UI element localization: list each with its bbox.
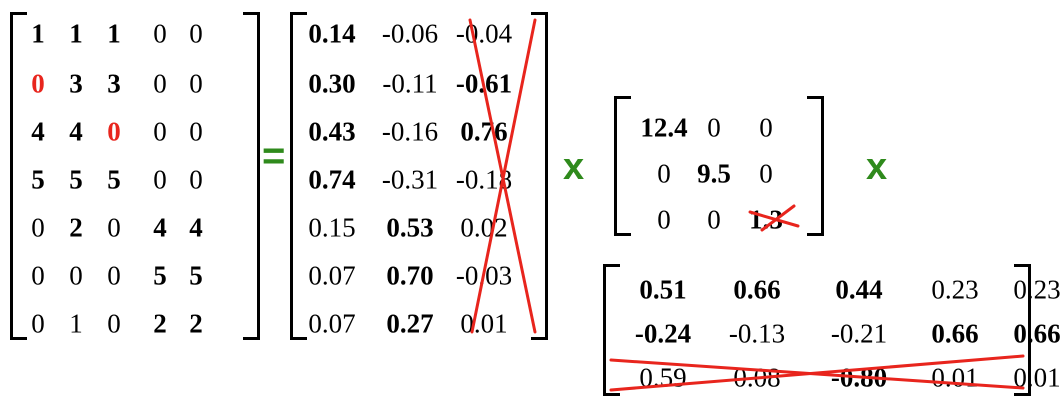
matrix-vt-cell: -0.21 bbox=[830, 318, 888, 349]
matrix-sigma-cell: 9.5 bbox=[697, 158, 731, 189]
matrix-sigma-cell: 1.3 bbox=[749, 204, 783, 235]
matrix-vt-cell: 0.01 bbox=[1013, 362, 1061, 393]
matrix-sigma-left-bracket bbox=[614, 96, 631, 236]
matrix-a-cell: 0 bbox=[107, 308, 121, 339]
matrix-a-cell: 5 bbox=[69, 164, 83, 195]
matrix-a-cell: 3 bbox=[69, 68, 83, 99]
matrix-a-left-bracket bbox=[10, 12, 27, 340]
matrix-a-cell: 4 bbox=[153, 212, 167, 243]
matrix-vt-cell: 0.44 bbox=[835, 274, 883, 305]
matrix-u-cell: -0.06 bbox=[381, 18, 439, 49]
matrix-a-cell: 0 bbox=[153, 116, 167, 147]
matrix-a-cell: 1 bbox=[69, 308, 83, 339]
matrix-u-cell: -0.18 bbox=[455, 164, 513, 195]
matrix-u-cell: 0.02 bbox=[460, 212, 508, 243]
matrix-vt-cell: 0.66 bbox=[931, 318, 979, 349]
matrix-u-cell: 0.53 bbox=[386, 212, 434, 243]
matrix-a-cell: 0 bbox=[31, 308, 45, 339]
matrix-vt-right-bracket bbox=[1014, 264, 1031, 396]
matrix-u-cell: 0.76 bbox=[460, 116, 508, 147]
matrix-a-cell: 1 bbox=[31, 18, 45, 49]
matrix-a-cell: 0 bbox=[153, 18, 167, 49]
matrix-u-right-bracket bbox=[531, 12, 548, 340]
matrix-a-cell: 0 bbox=[31, 212, 45, 243]
times-sign-2: x bbox=[866, 146, 888, 188]
matrix-a-cell: 0 bbox=[107, 260, 121, 291]
matrix-u-cell: 0.14 bbox=[308, 18, 356, 49]
matrix-u-cell: -0.16 bbox=[381, 116, 439, 147]
matrix-a-cell: 0 bbox=[69, 260, 83, 291]
matrix-vt-cell: -0.80 bbox=[830, 362, 888, 393]
matrix-sigma-cell: 12.4 bbox=[640, 112, 688, 143]
matrix-u-cell: -0.31 bbox=[381, 164, 439, 195]
matrix-u-cell: -0.04 bbox=[455, 18, 513, 49]
matrix-sigma-cell: 0 bbox=[759, 112, 773, 143]
matrix-u-cell: 0.07 bbox=[308, 260, 356, 291]
matrix-u-cell: -0.61 bbox=[455, 68, 513, 99]
matrix-u-left-bracket bbox=[290, 12, 307, 340]
matrix-vt-cell: 0.23 bbox=[931, 274, 979, 305]
equals-sign: = bbox=[262, 134, 286, 178]
matrix-a-cell: 5 bbox=[31, 164, 45, 195]
matrix-sigma-cell: 0 bbox=[759, 158, 773, 189]
matrix-vt-cell: 0.23 bbox=[1013, 274, 1061, 305]
matrix-a-cell: 0 bbox=[189, 68, 203, 99]
matrix-sigma-right-bracket bbox=[807, 96, 824, 236]
matrix-a-right-bracket bbox=[243, 12, 260, 340]
matrix-u-cell: 0.30 bbox=[308, 68, 356, 99]
matrix-a-cell: 2 bbox=[189, 308, 203, 339]
matrix-a-cell: 0 bbox=[189, 116, 203, 147]
matrix-u-cell: 0.27 bbox=[386, 308, 434, 339]
matrix-u-cell: 0.01 bbox=[460, 308, 508, 339]
matrix-sigma-cell: 0 bbox=[707, 112, 721, 143]
matrix-a-cell: 3 bbox=[107, 68, 121, 99]
matrix-a-cell: 4 bbox=[69, 116, 83, 147]
matrix-a-cell: 2 bbox=[69, 212, 83, 243]
matrix-u-cell: -0.11 bbox=[382, 68, 438, 99]
matrix-sigma-cell: 0 bbox=[657, 158, 671, 189]
matrix-u-cell: 0.74 bbox=[308, 164, 356, 195]
matrix-a-cell: 5 bbox=[107, 164, 121, 195]
matrix-a-cell: 0 bbox=[189, 164, 203, 195]
matrix-a-cell: 0 bbox=[107, 116, 121, 147]
matrix-vt-cell: 0.66 bbox=[733, 274, 781, 305]
matrix-a-cell: 4 bbox=[31, 116, 45, 147]
matrix-a-cell: 0 bbox=[31, 68, 45, 99]
matrix-sigma-cell: 0 bbox=[707, 204, 721, 235]
matrix-u-cell: 0.70 bbox=[386, 260, 434, 291]
matrix-vt-cell: 0.66 bbox=[1013, 318, 1061, 349]
matrix-a-cell: 5 bbox=[189, 260, 203, 291]
matrix-a-cell: 0 bbox=[107, 212, 121, 243]
matrix-a-cell: 0 bbox=[153, 164, 167, 195]
matrix-u-cell: 0.15 bbox=[308, 212, 356, 243]
matrix-sigma: 12.4 0 0 0 9.5 0 0 0 1.3 bbox=[614, 96, 824, 236]
matrix-u-cell: 0.43 bbox=[308, 116, 356, 147]
matrix-a-cell: 4 bbox=[189, 212, 203, 243]
matrix-u-cell: 0.07 bbox=[308, 308, 356, 339]
matrix-a-cell: 0 bbox=[189, 18, 203, 49]
matrix-a-cell: 2 bbox=[153, 308, 167, 339]
matrix-vt-cell: 0.01 bbox=[931, 362, 979, 393]
matrix-a-cell: 1 bbox=[69, 18, 83, 49]
matrix-a-cell: 5 bbox=[153, 260, 167, 291]
matrix-u-cell: -0.03 bbox=[455, 260, 513, 291]
matrix-u: 0.14 -0.06 -0.04 0.30 -0.11 -0.61 0.43 -0.16 0.7… bbox=[290, 12, 548, 340]
matrix-a-cell: 0 bbox=[153, 68, 167, 99]
times-sign-1: x bbox=[563, 146, 585, 188]
matrix-a-cell: 0 bbox=[31, 260, 45, 291]
matrix-vt-cell: -0.24 bbox=[634, 318, 692, 349]
matrix-vt: 0.51 0.66 0.44 0.23 0.23 -0.24 -0.13 -0.21 0.66 0… bbox=[603, 264, 1061, 396]
matrix-vt-cell: 0.59 bbox=[639, 362, 687, 393]
matrix-vt-cell: 0.51 bbox=[639, 274, 687, 305]
matrix-vt-cell: -0.13 bbox=[728, 318, 786, 349]
matrix-sigma-cell: 0 bbox=[657, 204, 671, 235]
matrix-a-cell: 1 bbox=[107, 18, 121, 49]
matrix-vt-cell: 0.08 bbox=[733, 362, 781, 393]
matrix-vt-left-bracket bbox=[603, 264, 620, 396]
